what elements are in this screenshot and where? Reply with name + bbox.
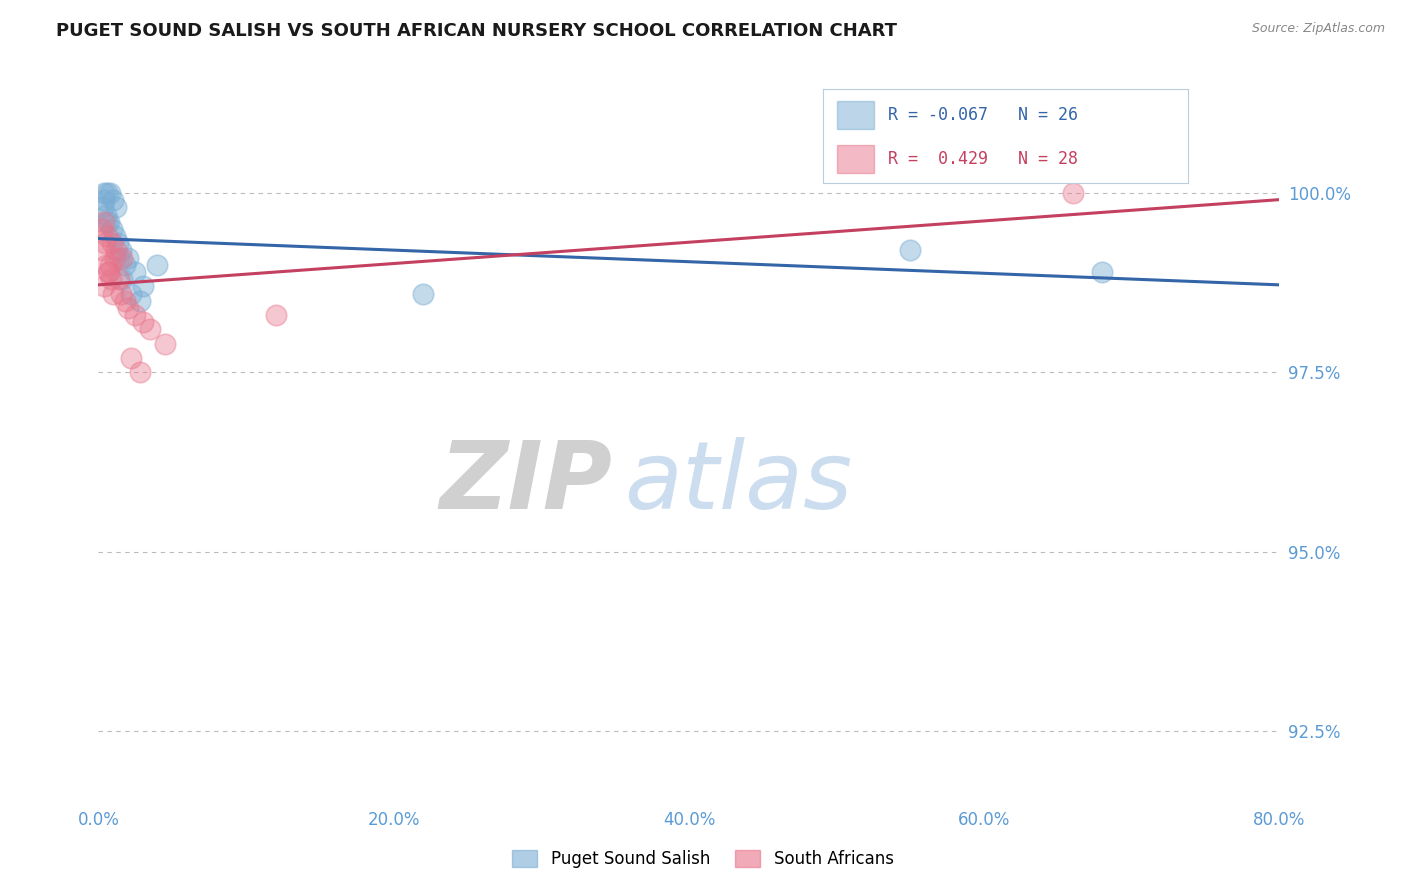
Point [146, 258, 169, 272]
Point [103, 194, 125, 208]
Point [124, 308, 146, 322]
Point [128, 293, 150, 308]
Text: R = -0.067   N = 26: R = -0.067 N = 26 [889, 106, 1078, 124]
Point [132, 315, 155, 329]
Point [94, 208, 117, 222]
FancyBboxPatch shape [837, 145, 873, 173]
Point [104, 251, 127, 265]
Point [114, 258, 136, 272]
Point [98, 186, 121, 200]
Point [94, 236, 117, 251]
Text: ZIP: ZIP [439, 437, 612, 529]
Point [93, 186, 115, 200]
Point [412, 286, 434, 301]
Point [128, 366, 150, 380]
Point [107, 236, 129, 251]
Point [111, 251, 134, 265]
FancyBboxPatch shape [837, 102, 873, 129]
Point [120, 286, 142, 301]
Legend: Puget Sound Salish, South Africans: Puget Sound Salish, South Africans [506, 843, 900, 875]
Point [91, 244, 114, 258]
Point [264, 308, 287, 322]
Point [111, 272, 134, 286]
Point [105, 244, 128, 258]
Point [153, 336, 176, 351]
Point [100, 222, 122, 236]
Point [96, 215, 118, 229]
Point [96, 186, 118, 200]
Point [120, 351, 142, 365]
Point [103, 286, 125, 301]
Point [1091, 265, 1114, 279]
Point [97, 265, 120, 279]
Point [104, 229, 127, 244]
Point [110, 244, 132, 258]
Point [91, 222, 114, 236]
Point [96, 229, 118, 244]
Point [114, 293, 136, 308]
Text: atlas: atlas [624, 437, 852, 528]
Point [105, 201, 128, 215]
Point [93, 279, 115, 293]
Point [100, 236, 122, 251]
Text: Source: ZipAtlas.com: Source: ZipAtlas.com [1251, 22, 1385, 36]
Point [97, 215, 120, 229]
Point [124, 265, 146, 279]
Point [900, 244, 922, 258]
Point [97, 265, 120, 279]
Point [110, 286, 132, 301]
Point [117, 301, 139, 315]
Point [98, 258, 121, 272]
Point [91, 201, 114, 215]
Point [132, 279, 155, 293]
Point [139, 322, 162, 336]
Point [108, 251, 131, 265]
Text: R =  0.429   N = 28: R = 0.429 N = 28 [889, 151, 1078, 169]
Point [94, 258, 117, 272]
Point [93, 215, 115, 229]
Point [117, 251, 139, 265]
Point [108, 272, 131, 286]
Text: PUGET SOUND SALISH VS SOUTH AFRICAN NURSERY SCHOOL CORRELATION CHART: PUGET SOUND SALISH VS SOUTH AFRICAN NURS… [56, 22, 897, 40]
Point [93, 194, 115, 208]
Point [1062, 186, 1084, 200]
Point [100, 272, 122, 286]
